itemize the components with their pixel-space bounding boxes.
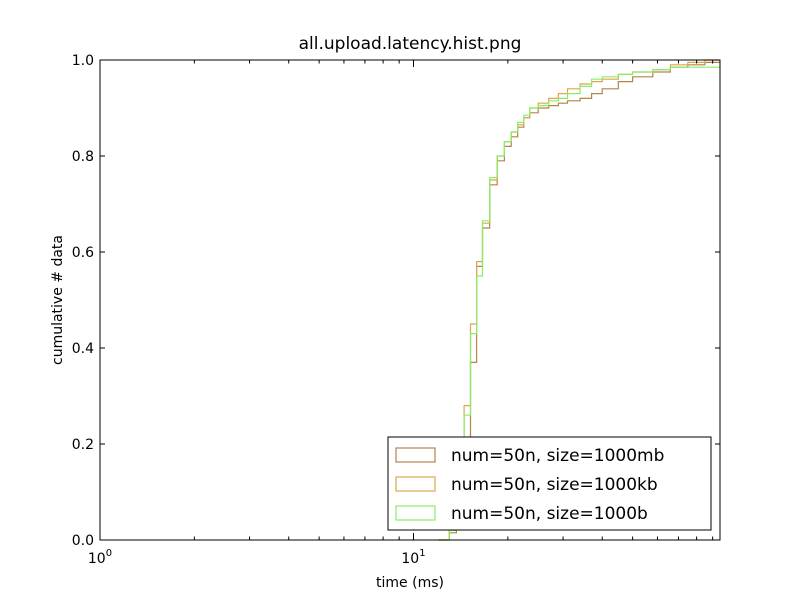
series-line-3: [438, 66, 720, 541]
plot-frame: [99, 59, 721, 541]
chart-title: all.upload.latency.hist.png: [299, 34, 522, 54]
legend-entry-1: num=50n, size=1000mb: [451, 446, 664, 466]
legend-swatch-3: [395, 505, 436, 521]
y-tick-label: 0.0: [72, 533, 94, 549]
y-tick-label: 0.2: [72, 437, 94, 453]
plot-series: [438, 59, 720, 541]
y-tick-label: 0.6: [72, 245, 94, 261]
legend-box: [387, 436, 712, 531]
series-line-1: [438, 61, 720, 541]
x-axis-label: time (ms): [376, 575, 444, 591]
y-tick-label: 0.8: [72, 149, 94, 165]
legend-swatch-1: [395, 447, 436, 463]
legend-entry-2: num=50n, size=1000kb: [451, 475, 658, 495]
legend: num=50n, size=1000mb num=50n, size=1000kb…: [387, 436, 712, 531]
y-tick-label: 1.0: [72, 53, 94, 69]
legend-entry-3: num=50n, size=1000b: [451, 504, 648, 524]
y-tick-label: 0.4: [72, 341, 94, 357]
y-axis-label: cumulative # data: [50, 235, 66, 365]
legend-swatch-2: [395, 476, 436, 492]
